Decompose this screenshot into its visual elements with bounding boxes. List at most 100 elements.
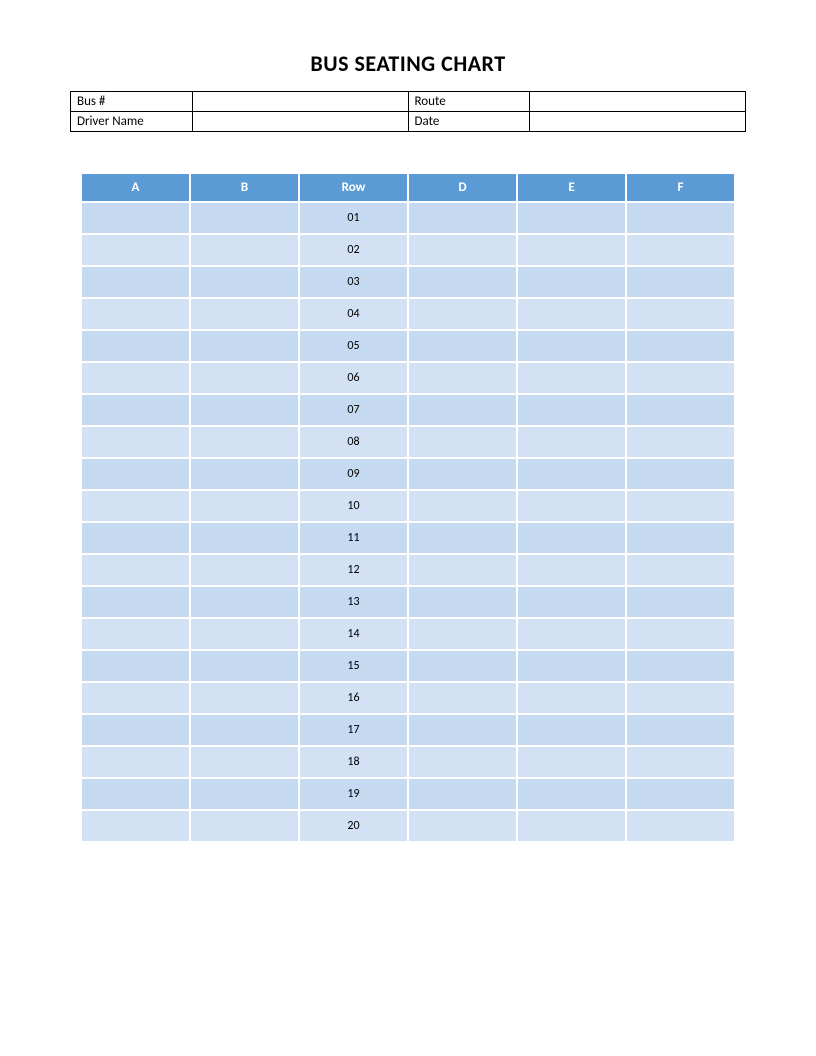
seat-cell[interactable] — [518, 715, 625, 745]
seat-cell[interactable] — [627, 619, 734, 649]
seat-cell[interactable] — [82, 235, 189, 265]
seat-cell[interactable] — [627, 555, 734, 585]
seat-cell[interactable] — [191, 363, 298, 393]
seat-cell[interactable] — [627, 395, 734, 425]
seat-cell[interactable] — [82, 363, 189, 393]
seat-cell[interactable] — [627, 363, 734, 393]
seat-cell[interactable] — [82, 587, 189, 617]
seat-cell[interactable] — [191, 555, 298, 585]
seat-cell[interactable] — [409, 235, 516, 265]
seat-cell[interactable] — [191, 491, 298, 521]
seat-cell[interactable] — [191, 715, 298, 745]
seat-cell[interactable] — [518, 427, 625, 457]
seat-cell[interactable] — [191, 683, 298, 713]
seat-cell[interactable] — [627, 715, 734, 745]
seat-cell[interactable] — [191, 523, 298, 553]
seat-cell[interactable] — [191, 395, 298, 425]
seat-cell[interactable] — [518, 203, 625, 233]
seat-cell[interactable] — [191, 587, 298, 617]
seat-cell[interactable] — [518, 619, 625, 649]
seat-cell[interactable] — [82, 267, 189, 297]
seat-cell[interactable] — [191, 651, 298, 681]
seat-cell[interactable] — [409, 651, 516, 681]
seat-cell[interactable] — [409, 299, 516, 329]
seat-cell[interactable] — [409, 619, 516, 649]
seat-cell[interactable] — [409, 331, 516, 361]
seat-cell[interactable] — [409, 683, 516, 713]
seat-cell[interactable] — [518, 363, 625, 393]
seat-cell[interactable] — [409, 203, 516, 233]
seat-cell[interactable] — [82, 747, 189, 777]
seat-cell[interactable] — [409, 555, 516, 585]
seat-cell[interactable] — [518, 459, 625, 489]
seat-cell[interactable] — [409, 587, 516, 617]
seat-cell[interactable] — [409, 779, 516, 809]
seat-cell[interactable] — [409, 267, 516, 297]
seat-cell[interactable] — [518, 331, 625, 361]
seat-cell[interactable] — [409, 715, 516, 745]
seat-cell[interactable] — [627, 459, 734, 489]
seat-cell[interactable] — [82, 779, 189, 809]
seat-cell[interactable] — [191, 811, 298, 841]
seat-cell[interactable] — [82, 811, 189, 841]
seat-cell[interactable] — [409, 811, 516, 841]
seat-cell[interactable] — [409, 459, 516, 489]
seat-cell[interactable] — [82, 523, 189, 553]
seat-cell[interactable] — [627, 747, 734, 777]
seat-cell[interactable] — [191, 779, 298, 809]
seat-cell[interactable] — [191, 747, 298, 777]
seat-cell[interactable] — [82, 395, 189, 425]
date-value[interactable] — [530, 112, 746, 132]
seat-cell[interactable] — [191, 299, 298, 329]
seat-cell[interactable] — [82, 427, 189, 457]
seat-cell[interactable] — [518, 395, 625, 425]
seat-cell[interactable] — [627, 203, 734, 233]
seat-cell[interactable] — [627, 779, 734, 809]
seat-cell[interactable] — [518, 779, 625, 809]
seat-cell[interactable] — [191, 203, 298, 233]
seat-cell[interactable] — [627, 267, 734, 297]
seat-cell[interactable] — [191, 235, 298, 265]
seat-cell[interactable] — [518, 235, 625, 265]
seat-cell[interactable] — [82, 619, 189, 649]
seat-cell[interactable] — [518, 523, 625, 553]
seat-cell[interactable] — [82, 299, 189, 329]
seat-cell[interactable] — [518, 555, 625, 585]
seat-cell[interactable] — [627, 683, 734, 713]
seat-cell[interactable] — [627, 427, 734, 457]
seat-cell[interactable] — [191, 619, 298, 649]
seat-cell[interactable] — [82, 331, 189, 361]
seat-cell[interactable] — [518, 811, 625, 841]
seat-cell[interactable] — [627, 523, 734, 553]
seat-cell[interactable] — [409, 523, 516, 553]
seat-cell[interactable] — [409, 491, 516, 521]
seat-cell[interactable] — [627, 491, 734, 521]
seat-cell[interactable] — [82, 715, 189, 745]
seat-cell[interactable] — [627, 811, 734, 841]
seat-cell[interactable] — [518, 651, 625, 681]
seat-cell[interactable] — [627, 331, 734, 361]
bus-number-value[interactable] — [192, 92, 408, 112]
seat-cell[interactable] — [82, 491, 189, 521]
seat-cell[interactable] — [518, 747, 625, 777]
seat-cell[interactable] — [191, 331, 298, 361]
seat-cell[interactable] — [409, 363, 516, 393]
seat-cell[interactable] — [409, 427, 516, 457]
seat-cell[interactable] — [627, 587, 734, 617]
driver-name-value[interactable] — [192, 112, 408, 132]
seat-cell[interactable] — [518, 683, 625, 713]
seat-cell[interactable] — [191, 267, 298, 297]
seat-cell[interactable] — [518, 587, 625, 617]
seat-cell[interactable] — [627, 299, 734, 329]
seat-cell[interactable] — [518, 491, 625, 521]
seat-cell[interactable] — [627, 651, 734, 681]
seat-cell[interactable] — [518, 299, 625, 329]
seat-cell[interactable] — [82, 683, 189, 713]
seat-cell[interactable] — [82, 203, 189, 233]
seat-cell[interactable] — [82, 555, 189, 585]
seat-cell[interactable] — [518, 267, 625, 297]
seat-cell[interactable] — [409, 395, 516, 425]
seat-cell[interactable] — [82, 459, 189, 489]
seat-cell[interactable] — [191, 459, 298, 489]
seat-cell[interactable] — [191, 427, 298, 457]
